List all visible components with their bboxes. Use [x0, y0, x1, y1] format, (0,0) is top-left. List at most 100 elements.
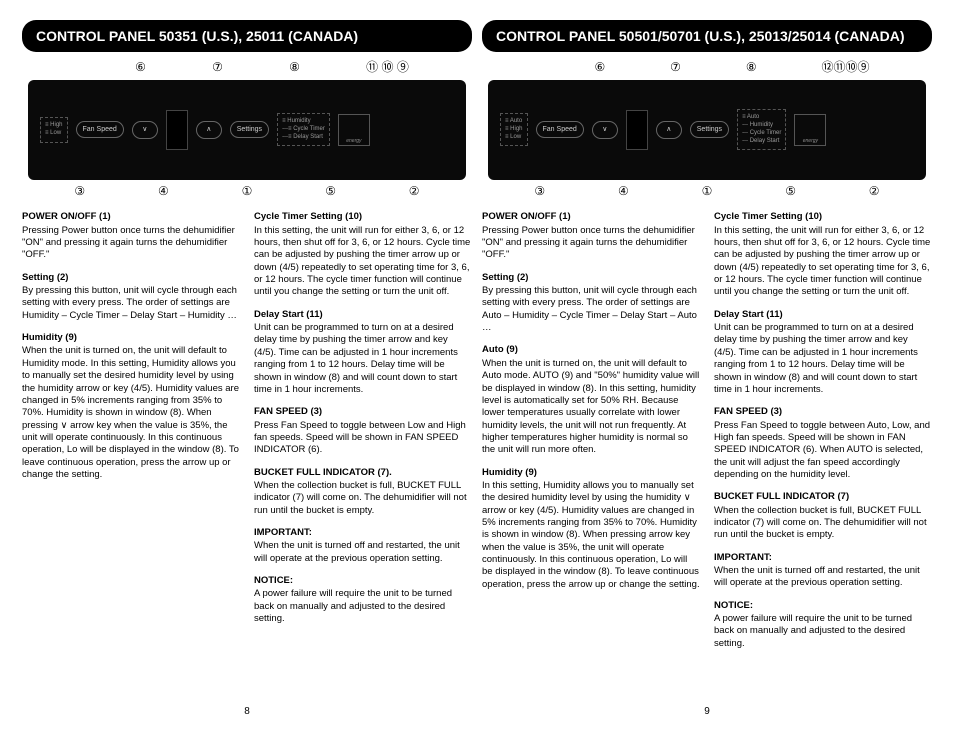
section-body: Press Fan Speed to toggle between Low an…: [254, 420, 472, 457]
callout: ①: [702, 184, 713, 200]
column-a-left: POWER ON/OFF (1)Pressing Power button on…: [22, 211, 240, 697]
section-title: Setting (2): [22, 272, 240, 284]
section-title: BUCKET FULL INDICATOR (7).: [254, 467, 472, 479]
section: Setting (2)By pressing this button, unit…: [22, 272, 240, 322]
callout: ④: [158, 184, 169, 200]
callout: ⑫⑪⑩⑨: [822, 60, 870, 76]
section-body: In this setting, Humidity allows you to …: [482, 480, 700, 591]
fan-speed-button[interactable]: Fan Speed: [76, 121, 124, 138]
section-body: When the unit is turned on, the unit wil…: [22, 345, 240, 481]
section: Delay Start (11)Unit can be programmed t…: [714, 309, 932, 396]
settings-button[interactable]: Settings: [690, 121, 729, 138]
section-title: POWER ON/OFF (1): [482, 211, 700, 223]
callout: ③: [534, 184, 545, 200]
section-body: By pressing this button, unit will cycle…: [482, 285, 700, 334]
section: IMPORTANT:When the unit is turned off an…: [254, 527, 472, 565]
page-number-left: 8: [22, 697, 472, 718]
section-title: Setting (2): [482, 272, 700, 284]
section-title: IMPORTANT:: [714, 552, 932, 564]
callout: ⑤: [785, 184, 796, 200]
callout: ②: [409, 184, 420, 200]
section: POWER ON/OFF (1)Pressing Power button on…: [22, 211, 240, 261]
section-body: When the collection bucket is full, BUCK…: [714, 505, 932, 542]
settings-button[interactable]: Settings: [230, 121, 269, 138]
section: FAN SPEED (3) Press Fan Speed to toggle b…: [714, 406, 932, 481]
fan-speed-button[interactable]: Fan Speed: [536, 121, 584, 138]
section-title: Cycle Timer Setting (10): [714, 211, 932, 223]
section: POWER ON/OFF (1) Pressing Power button on…: [482, 211, 700, 261]
page-number-right: 9: [482, 697, 932, 718]
section-body: A power failure will require the unit to…: [254, 588, 472, 625]
section-body: Press Fan Speed to toggle between Auto, …: [714, 420, 932, 482]
section: BUCKET FULL INDICATOR (7) When the collec…: [714, 491, 932, 541]
indicator-high: ≡ High: [45, 122, 63, 130]
section: Cycle Timer Setting (10)In this setting,…: [254, 211, 472, 298]
column-a-right: POWER ON/OFF (1) Pressing Power button on…: [482, 211, 700, 697]
section-title: Delay Start (11): [714, 309, 932, 321]
down-arrow-button[interactable]: ∨: [132, 121, 158, 139]
section-body: Pressing Power button once turns the deh…: [482, 225, 700, 262]
mode-delay-start: --- Delay Start: [742, 138, 781, 146]
callout: ③: [74, 184, 85, 200]
callout: ⑧: [746, 60, 757, 76]
mode-humidity: ≡ Humidity: [282, 118, 325, 126]
section-body: When the unit is turned on, the unit wil…: [482, 358, 700, 457]
header-left: CONTROL PANEL 50351 (U.S.), 25011 (CANAD…: [22, 20, 472, 52]
section-title: Auto (9): [482, 344, 700, 356]
section: NOTICE:A power failure will require the …: [714, 600, 932, 650]
down-arrow-button[interactable]: ∨: [592, 121, 618, 139]
indicator-low: ≡ Low: [45, 130, 63, 138]
callout: ⑧: [289, 60, 300, 76]
section: Delay Start (11)Unit can be programmed t…: [254, 309, 472, 396]
section: BUCKET FULL INDICATOR (7).When the colle…: [254, 467, 472, 517]
section-body: When the unit is turned off and restarte…: [254, 540, 472, 565]
mode-humidity: --- Humidity: [742, 122, 781, 130]
mode-delay-start: ---≡ Delay Start: [282, 134, 325, 142]
indicator-box: ≡ High ≡ Low: [40, 117, 68, 143]
callout: ⑪ ⑩ ⑨: [366, 60, 409, 76]
indicator-high: ≡ High: [505, 126, 523, 134]
mode-auto: ≡ Auto: [742, 114, 781, 122]
section-title: Humidity (9): [22, 332, 240, 344]
section: Humidity (9)When the unit is turned on, …: [22, 332, 240, 481]
column-b-left: Cycle Timer Setting (10)In this setting,…: [254, 211, 472, 697]
energy-star-icon: energy: [338, 114, 370, 146]
indicator-box: ≡ Auto ≡ High ≡ Low: [500, 113, 528, 146]
callout: ⑥: [135, 60, 146, 76]
callout: ⑤: [325, 184, 336, 200]
indicator-low: ≡ Low: [505, 134, 523, 142]
section: IMPORTANT:When the unit is turned off an…: [714, 552, 932, 590]
section-title: Humidity (9): [482, 467, 700, 479]
mode-cycle-timer: ---≡ Cycle Timer: [282, 126, 325, 134]
callouts-bottom-right: ③ ④ ① ⑤ ②: [482, 184, 932, 200]
control-panel-right: ≡ Auto ≡ High ≡ Low Fan Speed ∨ ∧ Settin…: [488, 80, 926, 180]
indicator-auto: ≡ Auto: [505, 118, 523, 126]
mode-cycle-timer: --- Cycle Timer: [742, 130, 781, 138]
section: FAN SPEED (3) Press Fan Speed to toggle b…: [254, 406, 472, 456]
section-title: IMPORTANT:: [254, 527, 472, 539]
callout: ⑦: [670, 60, 681, 76]
column-b-right: Cycle Timer Setting (10) In this setting,…: [714, 211, 932, 697]
mode-box: ≡ Humidity ---≡ Cycle Timer ---≡ Delay S…: [277, 113, 330, 146]
section-title: FAN SPEED (3): [714, 406, 932, 418]
content-left: POWER ON/OFF (1)Pressing Power button on…: [22, 211, 472, 697]
callouts-top-right: ⑥ ⑦ ⑧ ⑫⑪⑩⑨: [482, 60, 932, 76]
section-title: FAN SPEED (3): [254, 406, 472, 418]
up-arrow-button[interactable]: ∧: [656, 121, 682, 139]
section: Cycle Timer Setting (10) In this setting,…: [714, 211, 932, 298]
callout: ②: [869, 184, 880, 200]
callout: ⑦: [212, 60, 223, 76]
page-left: CONTROL PANEL 50351 (U.S.), 25011 (CANAD…: [22, 20, 472, 718]
section-body: By pressing this button, unit will cycle…: [22, 285, 240, 322]
section-title: NOTICE:: [714, 600, 932, 612]
control-panel-left: ≡ High ≡ Low Fan Speed ∨ ∧ Settings ≡ Hu…: [28, 80, 466, 180]
section-title: BUCKET FULL INDICATOR (7): [714, 491, 932, 503]
callout: ④: [618, 184, 629, 200]
up-arrow-button[interactable]: ∧: [196, 121, 222, 139]
display-window: [626, 110, 648, 150]
section-title: NOTICE:: [254, 575, 472, 587]
section-body: In this setting, the unit will run for e…: [714, 225, 932, 299]
callouts-top-left: ⑥ ⑦ ⑧ ⑪ ⑩ ⑨: [22, 60, 472, 76]
content-right: POWER ON/OFF (1) Pressing Power button on…: [482, 211, 932, 697]
section: Setting (2)By pressing this button, unit…: [482, 272, 700, 335]
